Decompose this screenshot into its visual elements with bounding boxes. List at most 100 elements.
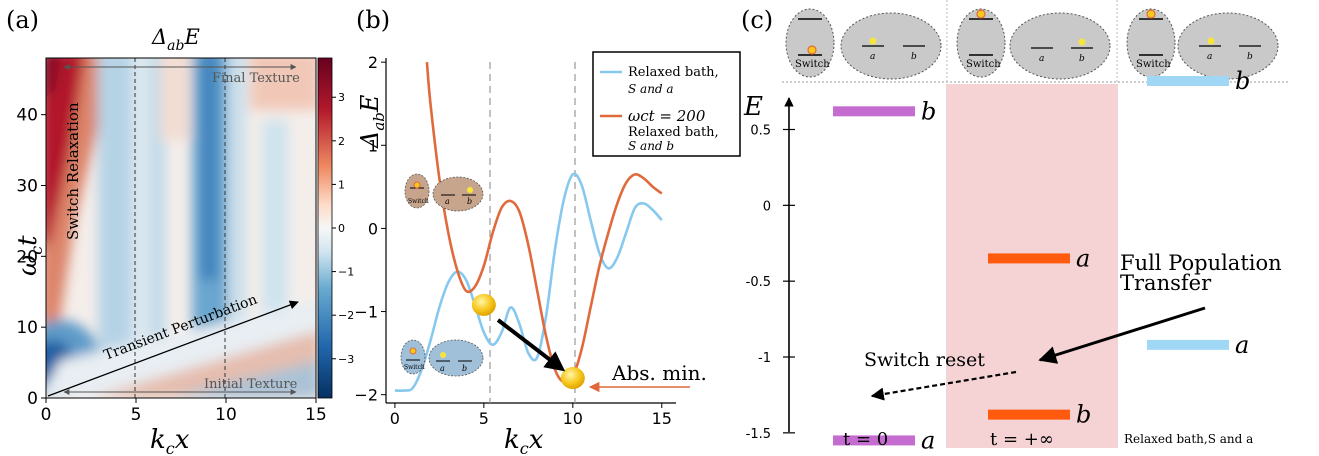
- y-tick-label: 0.5: [750, 124, 771, 139]
- panel-b-xlabel: kcx: [504, 425, 544, 456]
- svg-text:Switch: Switch: [795, 59, 830, 70]
- level-bar-a: [988, 253, 1070, 264]
- panel-b-legend: Relaxed bath, S and a ωct = 200 Relaxed …: [592, 51, 741, 157]
- level-label-a: a: [1076, 244, 1090, 272]
- series-line-relaxed-bath-b: [425, 62, 663, 384]
- switch-reset-label: Switch reset: [864, 349, 985, 371]
- svg-text:a: a: [870, 52, 875, 62]
- perturbation-arrow: [47, 300, 299, 397]
- svg-text:a: a: [1039, 54, 1044, 64]
- level-bar-b: [833, 106, 915, 117]
- full-transfer-label-2: Transfer: [1120, 271, 1212, 295]
- y-tick-label: 0: [27, 389, 38, 409]
- colorbar-tick-label: 3: [338, 91, 345, 104]
- ball-marker: [471, 293, 496, 316]
- colorbar-ticks: 3 2 1 0 −1 −2 −3: [332, 91, 354, 366]
- svg-text:Switch: Switch: [1136, 59, 1171, 70]
- level-label-b: b: [1076, 401, 1091, 429]
- level-label-a: a: [921, 426, 935, 454]
- panel-c-ticks: 0.5 0 -0.5 -1 -1.5: [746, 124, 795, 442]
- y-tick-label: 2: [368, 53, 378, 72]
- svg-text:Switch: Switch: [404, 364, 425, 371]
- colorbar-tick-label: 0: [338, 222, 345, 235]
- colorbar-tick-label: −1: [338, 266, 354, 279]
- energy-levels: a b a b a b: [833, 67, 1250, 454]
- inset-blue-state: Switch a b: [400, 339, 484, 377]
- legend-blue-line1: Relaxed bath,: [628, 65, 719, 80]
- full-transfer-label-1: Full Population: [1120, 251, 1282, 275]
- colorbar-tick-label: 1: [338, 178, 345, 191]
- x-tick-label: 5: [131, 405, 142, 425]
- y-tick-label: −2: [354, 386, 378, 405]
- x-tick-label: 5: [479, 409, 489, 428]
- level-bar-b: [988, 409, 1070, 420]
- panel-a-label: (a): [6, 6, 39, 34]
- svg-text:Switch: Switch: [408, 198, 429, 205]
- colorbar-tick-label: 2: [338, 135, 345, 148]
- series-line-relaxed-bath-a: [394, 172, 663, 393]
- panel-c-ylabel: E: [743, 92, 763, 122]
- svg-text:a: a: [440, 364, 445, 373]
- x-tick-label: 0: [41, 405, 52, 425]
- y-tick-label: 1: [368, 136, 378, 155]
- column-label-relaxed: Relaxed bath,S and a: [1124, 432, 1253, 446]
- svg-text:b: b: [462, 364, 467, 373]
- panel-a-y-ticks: 0 10 20 30 40: [16, 106, 46, 409]
- x-tick-label: 10: [215, 405, 237, 425]
- y-tick-label: 0: [763, 199, 771, 214]
- x-tick-label: 15: [305, 405, 327, 425]
- y-tick-label: 0: [368, 219, 378, 238]
- svg-text:a: a: [445, 197, 450, 206]
- svg-text:b: b: [1079, 54, 1085, 64]
- full-transfer-arrow: [1038, 306, 1206, 364]
- panel-a-x-ticks: 0 5 10 15: [41, 398, 327, 425]
- y-tick-label: -0.5: [746, 275, 771, 290]
- panel-a-heatmap: (a) ΔabE: [6, 6, 354, 456]
- panel-a-xlabel: kcx: [150, 425, 190, 456]
- svg-text:b: b: [911, 52, 917, 62]
- inset-tinf: Switch a b: [956, 8, 1111, 80]
- level-label-b: b: [921, 97, 936, 125]
- y-tick-label: -1: [758, 351, 771, 366]
- level-bar-a: [833, 435, 915, 446]
- heatmap-area: [46, 58, 316, 398]
- legend-orange-line2: Relaxed bath,: [628, 125, 719, 140]
- panel-b-label: (b): [356, 6, 390, 34]
- switch-reset-arrow: [870, 370, 1017, 401]
- x-tick-label: 0: [390, 409, 400, 428]
- legend-orange-line3: S and b: [628, 139, 674, 153]
- colorbar-tick-label: −3: [338, 353, 354, 366]
- panel-b-ylabel: ΔabE: [356, 94, 388, 149]
- abs-min-label: Abs. min.: [611, 361, 707, 385]
- inset-t0: Switch a b: [785, 8, 942, 80]
- ball-marker: [560, 367, 585, 390]
- y-tick-label: -1.5: [746, 427, 771, 442]
- infinite-time-column: [946, 84, 1118, 448]
- panel-b-markers: [471, 293, 585, 390]
- move-arrow: [496, 318, 566, 372]
- legend-orange-line1: ωct = 200: [628, 107, 706, 125]
- panel-c-label: (c): [741, 6, 773, 34]
- level-label-a: a: [1235, 331, 1249, 359]
- y-tick-label: 30: [16, 177, 38, 197]
- level-bar-a: [1147, 339, 1229, 350]
- y-tick-label: 10: [16, 318, 38, 338]
- level-bar-b: [1147, 75, 1229, 86]
- y-tick-label: −1: [354, 303, 378, 322]
- inset-relaxed: Switch a b: [1126, 8, 1279, 80]
- panel-a-title: ΔabE: [151, 25, 200, 54]
- svg-text:b: b: [467, 197, 472, 206]
- initial-texture-label: Initial Texture: [204, 377, 298, 392]
- panel-a-ylabel: ωct: [13, 235, 46, 276]
- inset-orange-state: Switch a b: [404, 173, 484, 212]
- x-tick-label: 15: [652, 409, 672, 428]
- final-texture-label: Final Texture: [212, 71, 300, 86]
- svg-text:b: b: [1247, 52, 1253, 62]
- y-tick-label: 20: [16, 247, 38, 267]
- colorbar-tick-label: −2: [338, 309, 354, 322]
- level-label-b: b: [1235, 67, 1250, 95]
- svg-text:a: a: [1207, 52, 1212, 62]
- switch-relaxation-label: Switch Relaxation: [64, 102, 82, 240]
